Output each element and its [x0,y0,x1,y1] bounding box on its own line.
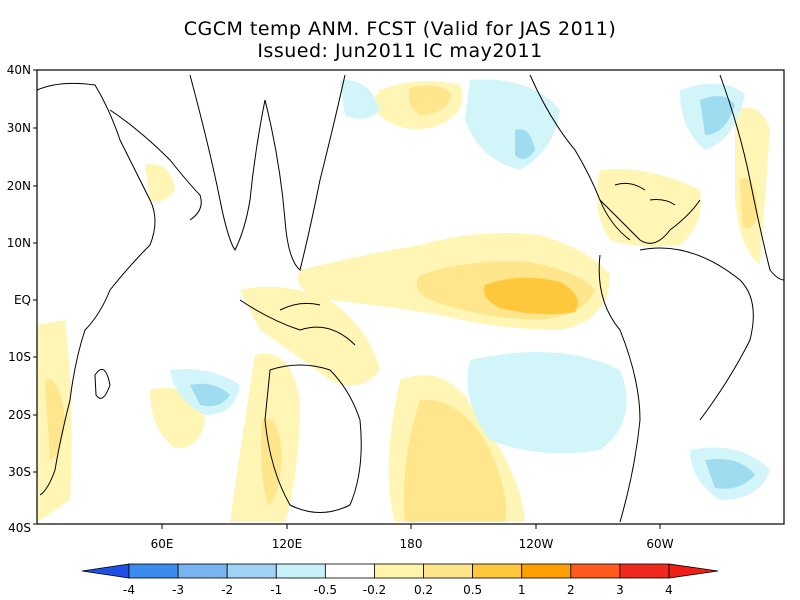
coastline-arabia [109,109,202,221]
map-title-line2: Issued: Jun2011 IC may2011 [257,40,543,62]
warm-anomaly-eq-max [484,277,578,315]
colorbar-box [619,563,670,579]
colorbar-left-arrow [81,563,130,579]
colorbar-label: 2 [567,583,575,597]
coastline-india [189,74,266,251]
colorbar-right-arrow [668,563,719,579]
lat-label-30n: 30N [7,121,31,135]
colorbar-label: 3 [616,583,624,597]
cool-anomaly-north-pacific-core [515,129,535,159]
lon-label-60e: 60E [151,537,174,551]
coastline-caribbean-islands [614,182,676,206]
lat-label-20n: 20N [7,179,31,193]
coastline-indonesia [239,299,356,346]
colorbar-box [472,563,523,579]
lon-label-180: 180 [400,537,423,551]
colorbar-box [226,563,277,579]
colorbar-box [570,563,621,579]
lon-label-60w: 60W [646,537,673,551]
warm-anomaly-australia-west-core [260,418,282,505]
colorbar-label: 1 [518,583,526,597]
warm-anomaly-atlantic-east-core [740,178,758,229]
coastline-north-atlantic [719,74,785,281]
warm-anomaly-north-pacific-core [408,85,452,115]
coastline-australia [264,364,362,513]
cool-anomaly-atlantic-north-core [700,96,735,135]
colorbar-label: 4 [665,583,673,597]
lon-label-120w: 120W [519,537,554,551]
cool-anomaly-indian-ocean-core [190,383,230,407]
warm-anomaly-south-pacific-core [404,399,506,522]
coastline-se-asia [264,74,346,271]
lat-label-10s: 10S [8,350,31,364]
colorbar-label: -1 [270,583,282,597]
coastline-central-america [599,199,701,244]
cool-anomaly-pacific-subtropics [340,79,380,119]
coastline-north-america [529,74,631,241]
lat-label-10n: 10N [7,236,31,250]
colorbar-box [128,563,179,579]
colorbar: -4 -3 -2 -1 -0.5 -0.2 0.2 0.5 1 2 3 4 [81,563,719,597]
longitude-axis: 60E 120E 180 120W 60W [151,524,674,551]
warm-anomaly-caribbean [596,169,701,247]
colorbar-label: -0.2 [363,583,386,597]
colorbar-box [275,563,326,579]
coastlines [36,74,785,523]
warm-anomaly-africa-west-core [45,379,65,460]
lon-label-120e: 120E [272,537,303,551]
cool-anomaly-north-pacific-east [465,79,560,170]
lat-label-20s: 20S [8,408,31,422]
warm-anomaly-arabian [145,164,175,202]
colorbar-label: -0.5 [314,583,337,597]
colorbar-label: 0.2 [414,583,433,597]
coastline-south-america [598,247,754,523]
colorbar-box [521,563,572,579]
colorbar-label: -2 [221,583,233,597]
coastline-madagascar [94,368,111,399]
lat-label-30s: 30S [8,465,31,479]
lat-label-40n: 40N [7,63,31,77]
cool-anomaly-south-atlantic-core [705,459,755,489]
lat-label-eq: EQ [14,293,31,307]
map-title-line1: CGCM temp ANM. FCST (Valid for JAS 2011) [183,18,617,40]
colorbar-label: 0.5 [463,583,482,597]
colorbar-box [374,563,424,579]
lat-label-40s: 40S [8,521,31,535]
colorbar-box [177,563,228,579]
colorbar-box [423,563,474,579]
warm-anomaly-maritime-continent [240,286,380,386]
cool-anomaly-south-pacific-east [467,352,627,454]
colorbar-label: -4 [123,583,135,597]
colorbar-label: -3 [172,583,184,597]
anomaly-shading [37,79,770,522]
colorbar-box [324,563,375,579]
latitude-axis: 40N 30N 20N 10N EQ 10S 20S 30S 40S [7,63,37,535]
coastline-africa [36,82,156,496]
